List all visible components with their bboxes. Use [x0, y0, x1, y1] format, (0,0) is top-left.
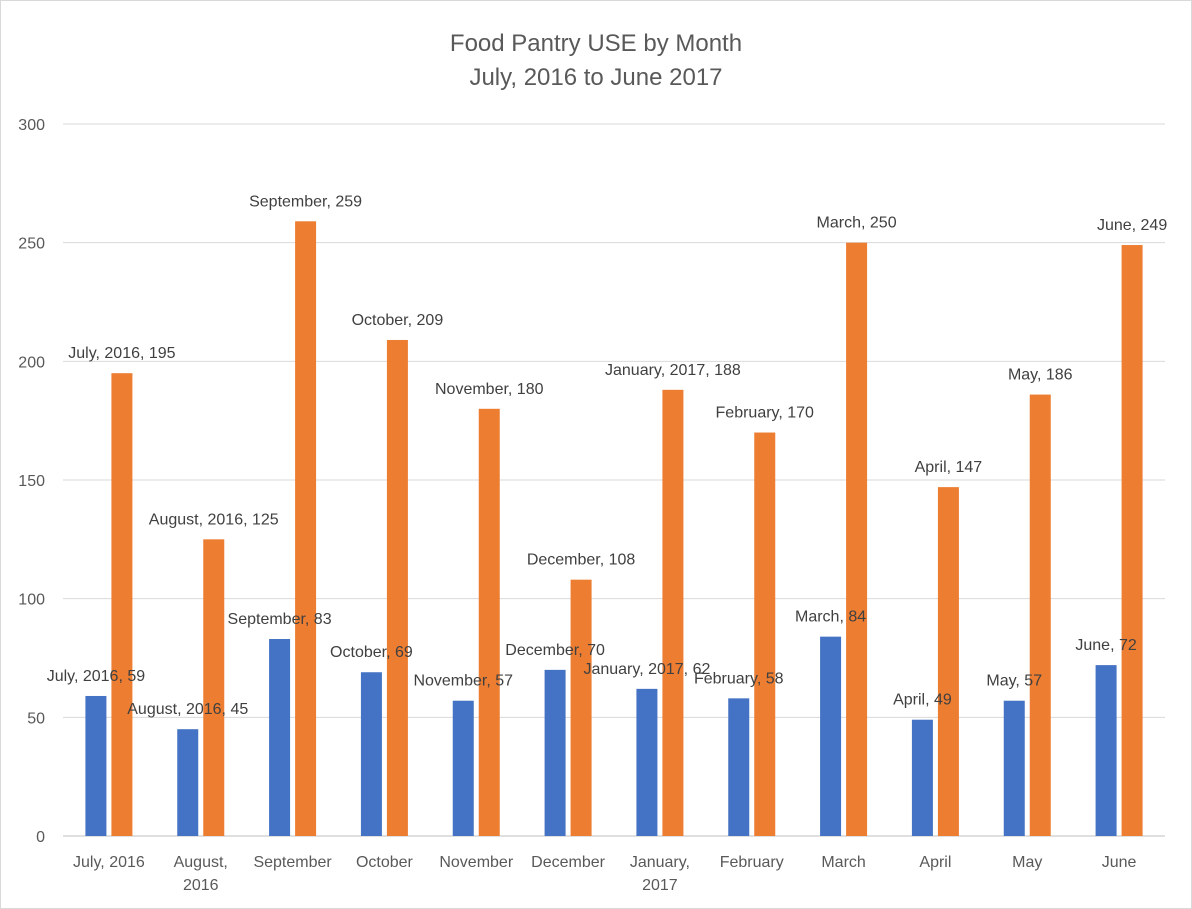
data-label: December, 108: [527, 552, 636, 569]
y-tick-label: 200: [18, 354, 45, 371]
data-label: April, 147: [915, 459, 983, 476]
chart-title-line-2: July, 2016 to June 2017: [469, 64, 722, 91]
x-tick-label: July, 2016: [73, 854, 145, 871]
bar-series-2: [937, 487, 959, 836]
data-label: March, 250: [817, 215, 897, 232]
data-label: October, 209: [352, 312, 444, 329]
y-axis-ticks: 0 50 100 150 200 250 300: [18, 117, 45, 846]
bar-series-1: [269, 639, 291, 836]
data-label: July, 2016, 59: [47, 668, 146, 685]
x-tick-label: March: [821, 854, 865, 871]
y-tick-label: 300: [18, 117, 45, 134]
bar-series-2: [846, 242, 868, 836]
data-label: June, 72: [1075, 637, 1136, 654]
data-label: September, 83: [228, 611, 332, 628]
data-label: August, 2016, 45: [127, 701, 248, 718]
data-label: October, 69: [330, 644, 413, 661]
data-label: March, 84: [795, 609, 866, 626]
bar-series-1: [636, 688, 658, 836]
x-tick-label: April: [919, 854, 951, 871]
x-tick-label: January, 2017: [630, 854, 690, 894]
x-tick-label: August, 2016: [174, 854, 228, 894]
data-label: February, 170: [716, 405, 815, 422]
bar-series-1: [177, 729, 199, 836]
bar-series-1: [544, 669, 566, 836]
x-axis-ticks: July, 2016 August, 2016 September October Nov…: [73, 854, 1136, 894]
data-label: November, 180: [435, 381, 544, 398]
data-label: August, 2016, 125: [149, 511, 279, 528]
x-tick-label: May: [1012, 854, 1042, 871]
data-label: September, 259: [249, 193, 362, 210]
bar-series-1: [85, 695, 107, 836]
bar-series-2: [1029, 394, 1051, 836]
data-label: April, 49: [893, 692, 952, 709]
bar-series-1: [360, 672, 382, 836]
y-tick-label: 150: [18, 473, 45, 490]
bar-series-2: [570, 579, 592, 836]
bar-series-1: [1095, 665, 1117, 836]
bar-series-2: [662, 389, 684, 836]
bar-series-1: [911, 719, 933, 836]
bar-series-2: [1121, 245, 1143, 837]
bar-series-2: [478, 408, 500, 836]
y-tick-label: 250: [18, 236, 45, 253]
x-tick-label: February: [720, 854, 784, 871]
bar-series-1: [1003, 700, 1025, 836]
x-tick-label: October: [356, 854, 414, 871]
bar-series-2: [203, 539, 225, 836]
x-tick-label: November: [439, 854, 513, 871]
data-label: December, 70: [505, 642, 605, 659]
data-label: January, 2017, 188: [605, 362, 741, 379]
chart-title: Food Pantry USE by Month July, 2016 to J…: [450, 30, 742, 91]
data-label: June, 249: [1097, 217, 1167, 234]
bar-series-2: [754, 432, 776, 836]
data-label: May, 186: [1008, 367, 1073, 384]
data-label: February, 58: [694, 670, 784, 687]
bar-series-1: [820, 636, 842, 836]
y-tick-label: 100: [18, 592, 45, 609]
bar-series-2: [111, 373, 133, 836]
bar-series-1: [452, 700, 474, 836]
y-tick-label: 0: [36, 829, 45, 846]
x-tick-label: June: [1102, 854, 1137, 871]
data-label: January, 2017, 62: [583, 661, 710, 678]
x-tick-label: September: [253, 854, 332, 871]
bar-series-2: [386, 339, 408, 836]
x-tick-label: December: [531, 854, 605, 871]
data-label: November, 57: [413, 673, 513, 690]
data-labels: July, 2016, 59 July, 2016, 195 August, 201…: [47, 193, 1168, 718]
bars: [85, 221, 1143, 837]
data-label: May, 57: [986, 673, 1042, 690]
bar-series-2: [295, 221, 317, 837]
chart-title-line-1: Food Pantry USE by Month: [450, 30, 742, 57]
y-tick-label: 50: [27, 710, 45, 727]
bar-series-1: [728, 698, 750, 836]
data-label: July, 2016, 195: [68, 345, 175, 362]
gridlines: [63, 123, 1165, 837]
